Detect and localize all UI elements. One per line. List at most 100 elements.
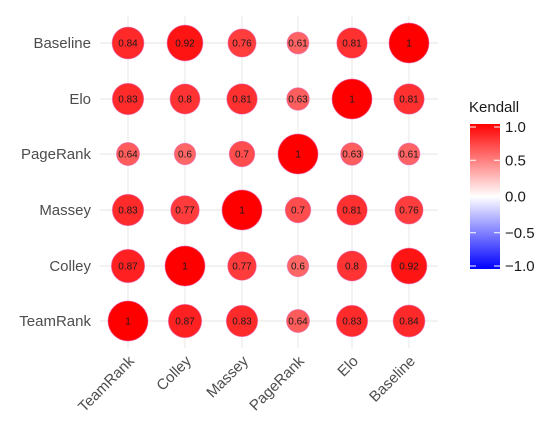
bubble-value-label: 0.77	[175, 206, 195, 217]
bubble-cell: 0.83	[225, 304, 259, 338]
bubble-value-label: 0.92	[175, 39, 195, 50]
bubble-cell: 0.76	[227, 28, 257, 58]
bubble-cell: 0.77	[170, 195, 200, 225]
bubble-cell: 0.92	[390, 247, 428, 285]
bubble-Colley-TeamRank	[110, 248, 146, 284]
bubble-value-label: 0.61	[399, 150, 419, 161]
bubble-TeamRank-TeamRank	[107, 300, 149, 342]
bubble-TeamRank-Elo	[335, 304, 369, 338]
bubble-PageRank-Massey	[228, 140, 256, 168]
bubble-cell: 0.61	[286, 31, 310, 55]
bubble-Massey-TeamRank	[111, 193, 145, 227]
x-tick-label: Colley	[153, 352, 195, 394]
bubble-Baseline-TeamRank	[111, 26, 145, 60]
bubble-Colley-Massey	[227, 251, 257, 281]
y-tick-label: TeamRank	[19, 313, 91, 330]
bubble-cell: 1	[107, 300, 149, 342]
bubble-value-label: 0.81	[342, 206, 362, 217]
bubble-value-label: 0.63	[288, 95, 308, 106]
bubble-value-label: 0.6	[178, 150, 192, 161]
bubble-value-label: 0.8	[345, 262, 359, 273]
bubble-value-label: 0.81	[399, 95, 419, 106]
bubble-value-label: 0.76	[399, 206, 419, 217]
bubble-cell: 0.6	[286, 254, 310, 278]
x-tick-label: TeamRank	[75, 352, 138, 415]
x-tick-label: Elo	[334, 353, 361, 380]
bubble-cell: 0.83	[111, 82, 145, 116]
bubble-value-label: 0.64	[288, 317, 308, 328]
bubble-PageRank-Elo	[340, 142, 364, 166]
bubble-cell: 0.63	[286, 87, 310, 111]
bubble-value-label: 1	[349, 95, 355, 106]
bubble-cell: 0.83	[111, 193, 145, 227]
x-tick-label: Massey	[203, 352, 252, 401]
legend-tick-label: 0.0	[505, 189, 526, 206]
legend-title: Kendall	[469, 99, 519, 116]
bubble-Baseline-PageRank	[286, 31, 310, 55]
bubble-cell: 0.8	[169, 83, 201, 115]
bubble-cell: 0.84	[392, 304, 426, 338]
bubble-Massey-PageRank	[284, 196, 312, 224]
bubble-value-label: 0.84	[399, 317, 419, 328]
bubble-value-label: 0.83	[118, 95, 138, 106]
bubble-Elo-PageRank	[286, 87, 310, 111]
legend-tick-label: 0.5	[505, 152, 526, 169]
x-tick-label: Baseline	[366, 353, 419, 406]
bubble-cell: 0.92	[166, 24, 204, 62]
bubble-value-label: 0.92	[399, 262, 419, 273]
bubble-value-label: 0.64	[118, 150, 138, 161]
bubble-cell: 0.61	[397, 142, 421, 166]
bubble-Massey-Elo	[336, 194, 368, 226]
bubble-Colley-Colley	[164, 245, 206, 287]
bubble-Massey-Massey	[221, 189, 263, 231]
bubble-value-label: 0.7	[291, 206, 305, 217]
y-tick-label: PageRank	[21, 146, 92, 163]
bubble-cell: 0.7	[284, 196, 312, 224]
bubble-PageRank-Baseline	[397, 142, 421, 166]
y-tick-label: Elo	[69, 91, 91, 108]
bubble-value-label: 0.7	[235, 150, 249, 161]
bubble-value-label: 1	[182, 262, 188, 273]
bubble-cell: 0.81	[336, 194, 368, 226]
bubble-Colley-PageRank	[286, 254, 310, 278]
bubble-PageRank-Colley	[173, 142, 197, 166]
bubble-TeamRank-Colley	[167, 303, 203, 339]
bubble-value-label: 0.63	[342, 150, 362, 161]
bubble-cell: 0.87	[110, 248, 146, 284]
bubble-cell: 0.87	[167, 303, 203, 339]
color-legend: Kendall 1.0 0.5 0.0 −0.5 −1.0	[469, 99, 535, 275]
bubble-value-label: 0.87	[118, 262, 138, 273]
bubble-PageRank-PageRank	[277, 133, 319, 175]
y-tick-label: Massey	[39, 202, 91, 219]
bubble-cell: 0.6	[173, 142, 197, 166]
x-tick-label: PageRank	[246, 352, 308, 414]
bubble-value-label: 0.81	[342, 39, 362, 50]
bubble-cell: 1	[164, 245, 206, 287]
bubble-value-label: 0.81	[232, 95, 252, 106]
bubble-Elo-Elo	[331, 78, 373, 120]
bubble-cell: 0.77	[227, 251, 257, 281]
bubble-PageRank-TeamRank	[116, 142, 140, 166]
bubble-cell: 0.64	[116, 142, 140, 166]
bubble-Baseline-Massey	[227, 28, 257, 58]
bubble-cell: 0.83	[335, 304, 369, 338]
y-axis-tick-labels: TeamRank Colley Massey PageRank Elo Baseline	[19, 35, 91, 330]
bubble-value-label: 1	[295, 150, 301, 161]
bubble-cell: 0.8	[336, 250, 368, 282]
legend-tick-label: −0.5	[505, 225, 535, 242]
bubble-matrix: 1 0.87 0.83 0.64 0.83 0.84 0.87 1 0.77 0.6 0.8 0.92…	[107, 22, 430, 342]
bubble-Elo-TeamRank	[111, 82, 145, 116]
bubble-Colley-Baseline	[390, 247, 428, 285]
bubble-Baseline-Elo	[336, 27, 368, 59]
bubble-cell: 0.84	[111, 26, 145, 60]
bubble-cell: 1	[331, 78, 373, 120]
bubble-Elo-Colley	[169, 83, 201, 115]
bubble-value-label: 0.77	[232, 262, 252, 273]
bubble-value-label: 0.83	[118, 206, 138, 217]
bubble-Baseline-Baseline	[388, 22, 430, 64]
bubble-value-label: 0.87	[175, 317, 195, 328]
bubble-Massey-Baseline	[394, 195, 424, 225]
bubble-cell: 0.63	[340, 142, 364, 166]
bubble-Colley-Elo	[336, 250, 368, 282]
bubble-Elo-Baseline	[393, 83, 425, 115]
